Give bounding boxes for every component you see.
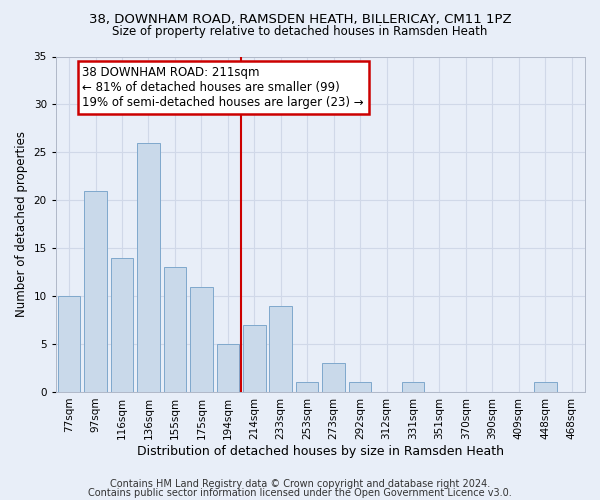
Bar (402, 382, 424, 392)
Bar (349, 382, 371, 392)
Bar (164, 268, 186, 392)
Bar (137, 143, 160, 392)
Y-axis label: Number of detached properties: Number of detached properties (15, 131, 28, 317)
Bar (269, 306, 292, 392)
Text: Contains HM Land Registry data © Crown copyright and database right 2024.: Contains HM Land Registry data © Crown c… (110, 479, 490, 489)
Text: Contains public sector information licensed under the Open Government Licence v3: Contains public sector information licen… (88, 488, 512, 498)
Bar (296, 382, 319, 392)
Bar (534, 382, 557, 392)
Text: Size of property relative to detached houses in Ramsden Heath: Size of property relative to detached ho… (112, 25, 488, 38)
Bar (190, 286, 212, 392)
Text: 38 DOWNHAM ROAD: 211sqm
← 81% of detached houses are smaller (99)
19% of semi-de: 38 DOWNHAM ROAD: 211sqm ← 81% of detache… (82, 66, 364, 109)
Bar (243, 325, 266, 392)
X-axis label: Distribution of detached houses by size in Ramsden Heath: Distribution of detached houses by size … (137, 444, 504, 458)
Bar (322, 363, 345, 392)
Bar (111, 258, 133, 392)
Bar (58, 296, 80, 392)
Text: 38, DOWNHAM ROAD, RAMSDEN HEATH, BILLERICAY, CM11 1PZ: 38, DOWNHAM ROAD, RAMSDEN HEATH, BILLERI… (89, 12, 511, 26)
Bar (84, 190, 107, 392)
Bar (217, 344, 239, 392)
